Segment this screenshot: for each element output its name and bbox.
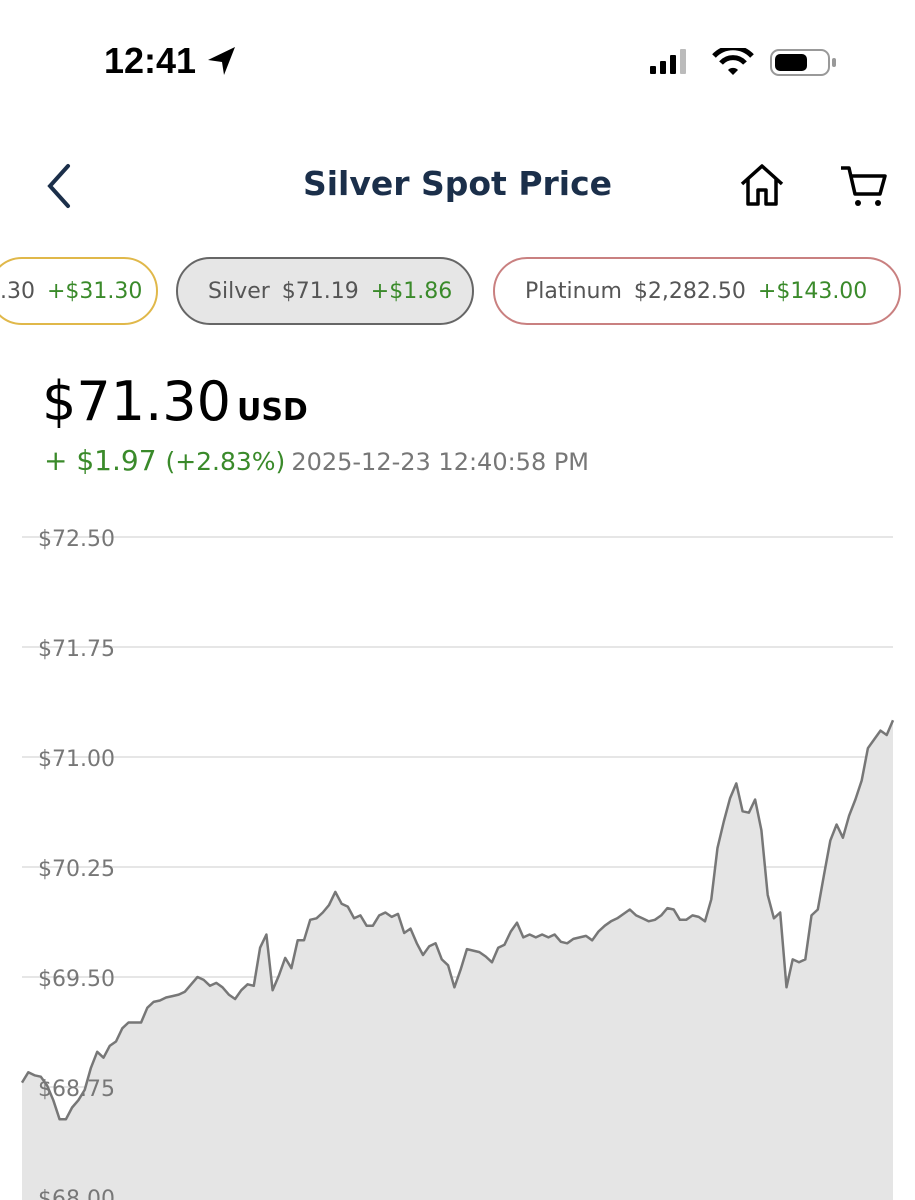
quote-timestamp: 2025-12-23 12:40:58 PM — [291, 448, 590, 476]
platinum-ticker[interactable]: Platinum $2,282.50 +$143.00 — [493, 257, 901, 325]
y-tick-label: $71.00 — [38, 747, 115, 772]
ticker-change: +$1.86 — [370, 278, 453, 304]
quote-price: $71.30 — [42, 370, 231, 433]
silver-ticker[interactable]: Silver $71.19 +$1.86 — [176, 257, 474, 325]
quote-price-row: $71.30 USD — [42, 370, 308, 433]
y-tick-label: $70.25 — [38, 857, 115, 882]
price-line — [20, 719, 895, 1121]
quote-currency: USD — [236, 393, 308, 428]
gold-ticker[interactable]: .30 +$31.30 — [0, 257, 158, 325]
ticker-change: +$31.30 — [47, 278, 143, 304]
ticker-price: .30 — [0, 278, 35, 304]
quote-change-row: + $1.97 (+2.83%) 2025-12-23 12:40:58 PM — [44, 444, 589, 477]
back-button[interactable] — [40, 162, 80, 210]
ticker-change: +$143.00 — [757, 278, 868, 304]
y-tick-label: $71.75 — [38, 637, 115, 662]
quote-change: + $1.97 — [44, 444, 157, 477]
ticker-price: $71.19 — [281, 278, 359, 304]
status-icons — [650, 48, 836, 76]
page-title: Silver Spot Price — [302, 164, 613, 203]
status-time: 12:41 — [104, 40, 197, 81]
location-icon — [208, 47, 235, 75]
quote-change-percent: (+2.83%) — [165, 447, 286, 476]
price-chart: $72.50 $71.75 $71.00 $70.25 $69.50 $68.75 $68.… — [20, 527, 895, 1200]
price-area — [22, 720, 893, 1200]
home-button[interactable] — [738, 162, 788, 208]
ticker-price: $2,282.50 — [633, 278, 746, 304]
ticker-name: Silver — [208, 278, 270, 304]
y-tick-label: $72.50 — [38, 527, 115, 552]
y-tick-label: $68.75 — [38, 1077, 115, 1102]
y-tick-label: $68.00 — [38, 1187, 115, 1200]
ticker-name: Platinum — [525, 278, 622, 304]
cart-button[interactable] — [838, 162, 890, 210]
y-tick-label: $69.50 — [38, 967, 115, 992]
